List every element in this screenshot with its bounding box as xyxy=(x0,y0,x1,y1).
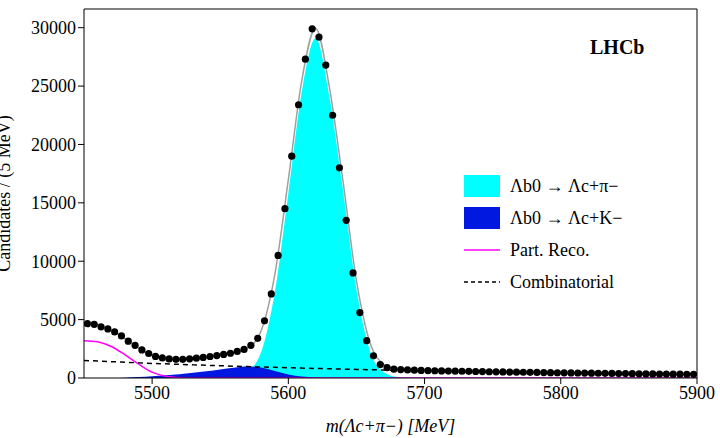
svg-text:5000: 5000 xyxy=(40,310,76,330)
html-text:Λb0 → Λc+π−: Λb0 → Λc+π− xyxy=(510,175,619,196)
html-text:Part. Reco.: Part. Reco. xyxy=(510,239,590,260)
html-text:Combinatorial: Combinatorial xyxy=(510,271,614,292)
svg-text:25000: 25000 xyxy=(31,76,76,96)
svg-text:m(Λc+π−) [MeV]: m(Λc+π−) [MeV] xyxy=(326,416,456,437)
html-text:LHCb: LHCb xyxy=(590,36,645,58)
svg-text:10000: 10000 xyxy=(31,252,76,272)
svg-text:20000: 20000 xyxy=(31,135,76,155)
svg-text:5600: 5600 xyxy=(270,383,306,403)
svg-text:5800: 5800 xyxy=(543,383,579,403)
svg-text:5500: 5500 xyxy=(134,383,170,403)
svg-text:5700: 5700 xyxy=(407,383,443,403)
svg-text:15000: 15000 xyxy=(31,193,76,213)
svg-text:0: 0 xyxy=(67,368,76,388)
svg-text:30000: 30000 xyxy=(31,18,76,38)
html-text:Λb0 → Λc+K−: Λb0 → Λc+K− xyxy=(510,207,623,228)
svg-text:5900: 5900 xyxy=(679,383,715,403)
svg-text:Candidates / (5 MeV): Candidates / (5 MeV) xyxy=(0,115,15,271)
